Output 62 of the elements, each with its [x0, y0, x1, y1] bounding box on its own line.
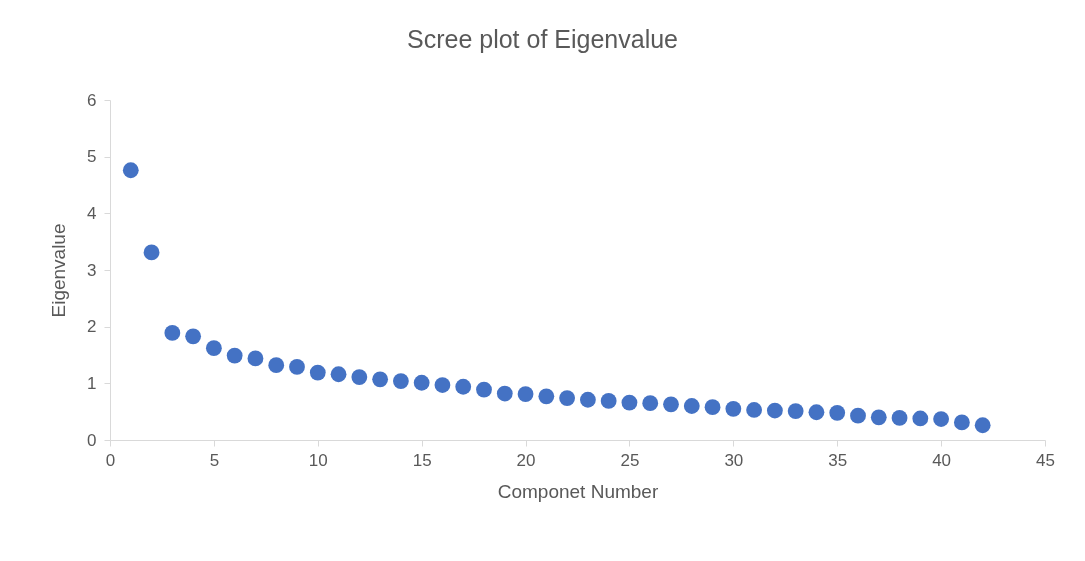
point: [496, 385, 513, 402]
y-tick-label: 2: [87, 317, 97, 337]
point: [704, 399, 721, 416]
x-tick-label: 35: [828, 450, 848, 470]
point: [268, 357, 285, 374]
point: [476, 381, 492, 398]
point: [808, 404, 825, 421]
point: [372, 371, 389, 388]
point: [434, 377, 451, 393]
point: [663, 396, 679, 413]
point: [538, 388, 555, 405]
point: [330, 366, 347, 383]
point: [309, 364, 326, 381]
y-tick-label: 3: [87, 260, 97, 280]
x-tick-label: 40: [932, 450, 952, 470]
point: [953, 414, 970, 431]
x-tick-label: 15: [412, 450, 432, 470]
x-tick-label: 5: [209, 450, 220, 470]
point: [725, 400, 742, 417]
y-tick-label: 0: [87, 430, 97, 450]
x-tick-label: 45: [1036, 450, 1055, 470]
point: [289, 359, 305, 375]
point: [164, 325, 181, 341]
x-tick-label: 0: [105, 450, 116, 470]
y-axis-title: Eigenvalue: [48, 223, 70, 318]
point: [683, 398, 700, 414]
chart-title: Scree plot of Eigenvalue: [406, 25, 679, 53]
point: [850, 407, 866, 424]
point: [829, 404, 846, 421]
y-tick-label: 6: [87, 90, 97, 110]
x-tick-label: 10: [308, 450, 328, 470]
x-axis-title: Componet Number: [497, 480, 659, 502]
y-tick-label: 5: [87, 147, 97, 167]
point: [870, 409, 887, 426]
point: [891, 410, 908, 426]
point: [642, 395, 659, 412]
point: [559, 390, 576, 406]
point: [413, 374, 430, 391]
point: [621, 394, 638, 411]
point: [912, 410, 929, 427]
point: [517, 386, 534, 402]
point: [143, 244, 160, 261]
point: [247, 350, 264, 367]
point: [455, 378, 472, 395]
y-tick-label: 1: [87, 373, 97, 393]
point: [392, 373, 409, 389]
x-tick-label: 30: [724, 450, 744, 470]
point: [933, 411, 950, 427]
point: [974, 417, 991, 434]
point: [122, 162, 139, 179]
point: [226, 347, 243, 364]
y-tick-label: 4: [87, 203, 97, 223]
point: [746, 402, 763, 418]
point: [579, 391, 596, 408]
x-tick-label: 20: [516, 450, 536, 470]
point: [600, 393, 617, 409]
point: [787, 403, 804, 419]
point: [766, 402, 783, 419]
point: [185, 328, 202, 345]
point: [351, 369, 368, 385]
x-tick-label: 25: [620, 450, 640, 470]
point: [205, 340, 222, 357]
